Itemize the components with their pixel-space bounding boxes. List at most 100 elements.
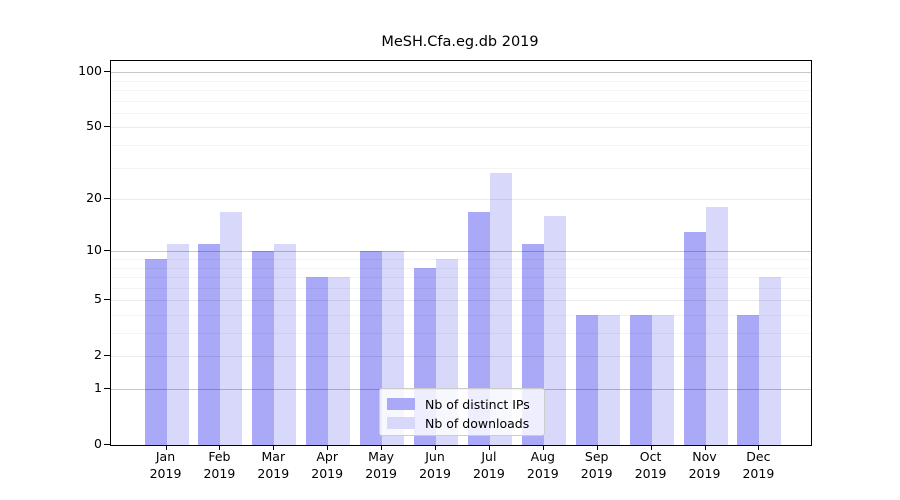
y-axis-tick	[104, 444, 110, 445]
x-axis-year: 2019	[203, 465, 236, 481]
x-axis-month: Apr	[316, 449, 338, 464]
x-axis-tick-label: Apr 2019	[299, 449, 355, 482]
bar-downloads	[166, 244, 189, 445]
grid-line	[111, 72, 811, 74]
x-axis-month: Feb	[208, 449, 231, 464]
x-axis-month: Nov	[692, 449, 717, 464]
y-axis-tick-label: 1	[94, 380, 102, 395]
y-axis-tick-label: 100	[78, 63, 102, 79]
grid-line	[111, 300, 811, 302]
bar-distinct-ips	[575, 315, 598, 445]
x-axis-tick	[381, 445, 383, 450]
grid-line	[111, 356, 811, 358]
plot-area	[110, 60, 812, 446]
bar-distinct-ips	[144, 259, 167, 445]
bar-distinct-ips	[629, 315, 652, 445]
grid-line	[111, 145, 811, 146]
bar-downloads	[705, 207, 728, 445]
bar-downloads	[328, 277, 351, 445]
x-axis-year: 2019	[688, 465, 721, 481]
grid-line	[111, 251, 811, 253]
x-axis-tick	[435, 445, 436, 450]
grid-line	[111, 267, 811, 269]
grid-line	[111, 167, 811, 169]
bar-downloads	[220, 211, 243, 445]
x-axis-year: 2019	[526, 465, 559, 481]
grid-line	[111, 314, 811, 316]
bar-distinct-ips	[198, 244, 221, 445]
bar-downloads	[651, 315, 674, 445]
x-axis-year: 2019	[580, 465, 613, 481]
y-axis-tick	[104, 250, 110, 252]
x-axis-tick-label: Dec 2019	[730, 449, 786, 482]
x-axis-year: 2019	[365, 465, 397, 481]
y-axis-tick-label: 2	[94, 347, 102, 363]
grid-line	[111, 127, 811, 129]
x-axis-month: Jun	[425, 449, 445, 464]
bar-distinct-ips	[467, 211, 490, 445]
x-axis-month: May	[368, 449, 395, 464]
y-axis-tick	[104, 388, 110, 389]
x-axis-tick-label: Nov 2019	[677, 449, 733, 482]
bar-downloads	[274, 244, 297, 445]
grid-line	[111, 100, 811, 102]
x-axis-tick	[327, 445, 329, 450]
x-axis-tick-label: Feb 2019	[191, 449, 247, 482]
y-axis-tick-label: 5	[94, 291, 102, 307]
x-axis-year: 2019	[419, 465, 451, 481]
x-axis-tick-label: Jun 2019	[407, 449, 463, 482]
y-axis-tick	[104, 299, 110, 301]
x-axis-month: Sep	[584, 449, 609, 464]
bar-distinct-ips	[737, 315, 760, 445]
x-axis-year: 2019	[257, 465, 290, 481]
x-axis-month: Dec	[746, 449, 771, 464]
grid-line	[111, 199, 811, 201]
x-axis-tick-label: Jul 2019	[461, 449, 517, 482]
y-axis-tick	[104, 126, 110, 128]
y-axis-tick-label: 50	[86, 118, 102, 134]
y-axis-tick-label: 20	[86, 190, 102, 206]
x-axis-tick	[542, 445, 544, 450]
grid-line	[111, 258, 811, 260]
grid-line	[111, 90, 811, 91]
y-axis-tick	[104, 355, 110, 357]
y-axis-tick-label: 10	[86, 242, 102, 258]
grid-line	[111, 80, 811, 82]
x-axis-month: Oct	[639, 449, 662, 464]
x-axis-tick-label: May 2019	[353, 449, 409, 482]
bar-downloads	[597, 315, 620, 445]
legend-item-distinct-ips: Nb of distinct IPs	[387, 395, 535, 413]
x-axis-tick-label: Oct 2019	[623, 449, 679, 482]
x-axis-tick	[488, 445, 490, 450]
x-axis-year: 2019	[311, 465, 344, 481]
x-axis-year: 2019	[742, 465, 775, 481]
legend-swatch-distinct-ips	[387, 398, 415, 410]
x-axis-tick	[273, 445, 275, 450]
x-axis-tick	[650, 445, 652, 450]
x-axis-month: Aug	[530, 449, 555, 464]
legend-swatch-downloads	[387, 417, 415, 429]
x-axis-tick-label: Sep 2019	[569, 449, 625, 482]
bar-distinct-ips	[360, 251, 383, 445]
y-axis-tick	[104, 198, 110, 200]
x-axis-year: 2019	[634, 465, 667, 481]
x-axis-month: Jul	[481, 449, 497, 464]
legend-label-downloads: Nb of downloads	[425, 415, 530, 431]
y-axis-tick	[104, 71, 110, 73]
x-axis-tick	[596, 445, 598, 450]
x-axis-tick-label: Aug 2019	[515, 449, 571, 482]
chart-title: MeSH.Cfa.eg.db 2019	[381, 34, 539, 50]
bar-downloads	[759, 277, 782, 445]
legend-label-distinct-ips: Nb of distinct IPs	[425, 396, 530, 412]
x-axis-year: 2019	[472, 465, 505, 481]
bar-distinct-ips	[306, 277, 329, 445]
x-axis-month: Mar	[261, 449, 286, 464]
bar-downloads	[489, 173, 512, 445]
legend-item-downloads: Nb of downloads	[387, 414, 535, 432]
grid-line	[111, 287, 811, 289]
x-axis-tick	[165, 445, 167, 450]
bar-distinct-ips	[683, 231, 706, 445]
x-axis-tick-label: Jan 2019	[138, 449, 194, 482]
y-axis-tick-label: 0	[94, 436, 102, 451]
